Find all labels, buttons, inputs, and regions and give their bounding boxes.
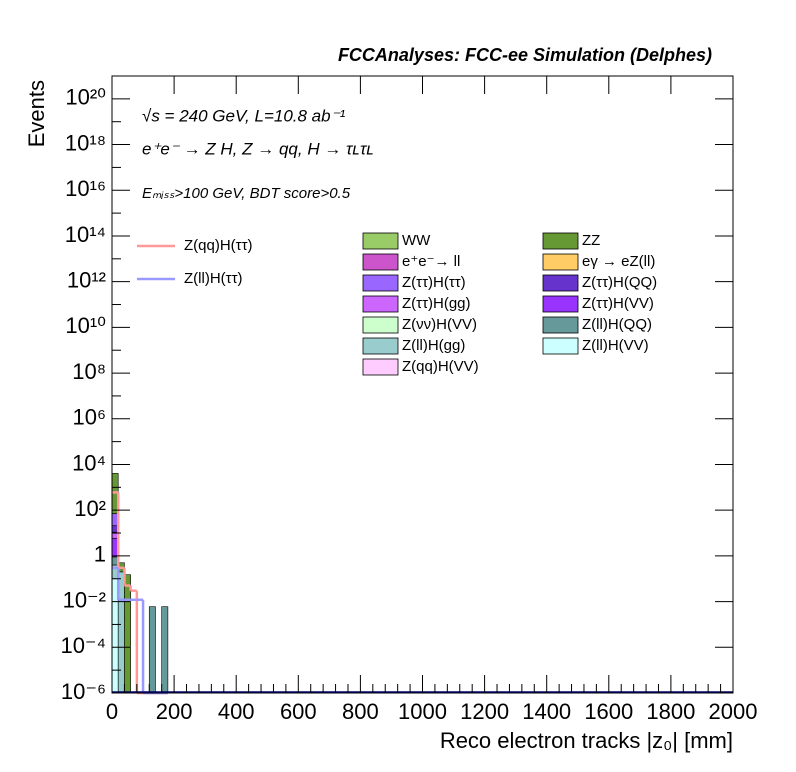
annotation: Eₘᵢₛₛ>100 GeV, BDT score>0.5 [142,185,351,202]
y-tick-label: 10²⁰ [65,85,106,110]
x-tick-label: 1400 [522,699,571,724]
x-tick-label: 0 [106,699,118,724]
legend-label: e⁺e⁻→ ll [402,253,460,270]
x-tick-label: 400 [218,699,255,724]
legend-label: Z(qq)H(ττ) [184,237,253,254]
x-tick-label: 200 [156,699,193,724]
legend-label: Z(ll)H(ττ) [184,270,243,287]
x-tick-label: 1000 [398,699,447,724]
x-tick-label: 1200 [460,699,509,724]
y-axis-label: Events [24,80,49,147]
legend-swatch [542,295,579,313]
x-tick-label: 1600 [584,699,633,724]
y-tick-label: 1 [94,542,106,567]
bar [124,574,131,694]
y-tick-label: 10⁻⁶ [61,679,106,704]
bar [148,606,156,694]
y-tick-label: 10⁶ [72,405,106,430]
legend-label: Z(ττ)H(QQ) [582,274,657,291]
legend-swatch [362,253,399,271]
chart-title: FCCAnalyses: FCC-ee Simulation (Delphes) [338,45,712,65]
legend-label: Z(ττ)H(gg) [402,295,471,312]
y-tick-label: 10¹² [67,267,106,292]
y-tick-label: 10⁻² [63,587,106,612]
legend-swatch [542,274,579,292]
y-tick-label: 10⁻⁴ [60,633,106,658]
legend-swatch [362,358,399,376]
annotation: √s = 240 GeV, L=10.8 ab⁻¹ [142,106,346,125]
legend-label: Z(ll)H(VV) [582,337,649,354]
legend-label: eγ → eZ(ll) [582,253,655,270]
annotation: e⁺e⁻ → Z H, Z → qq, H → τʟτʟ [142,139,374,158]
legend-swatch [542,253,579,271]
legend-label: Z(ττ)H(ττ) [402,274,466,291]
x-tick-label: 1800 [646,699,695,724]
legend-label: WW [402,232,431,249]
x-axis-label: Reco electron tracks |z₀| [mm] [440,728,733,753]
legend-swatch [362,316,399,334]
y-tick-label: 10² [74,496,106,521]
legend-swatch [542,316,579,334]
y-tick-label: 10¹⁶ [65,176,106,201]
legend-swatch [362,232,399,250]
legend-label: Z(νν)H(VV) [402,316,477,333]
y-tick-label: 10⁸ [72,359,106,384]
legend-label: Z(qq)H(VV) [402,358,479,375]
legend-label: Z(ll)H(QQ) [582,316,652,333]
legend-swatch [542,337,579,355]
x-tick-label: 2000 [709,699,758,724]
legend-swatch [542,232,579,250]
y-tick-label: 10¹⁸ [65,130,106,155]
legend-swatch [362,295,399,313]
legend-swatch [362,337,399,355]
y-tick-label: 10¹⁴ [65,222,106,247]
x-tick-label: 600 [280,699,317,724]
legend-label: Z(ττ)H(VV) [582,295,654,312]
y-tick-label: 10¹⁰ [65,313,106,338]
legend-swatch [362,274,399,292]
legend-label: Z(ll)H(gg) [402,337,465,354]
x-tick-label: 800 [342,699,379,724]
bar [161,606,169,694]
y-tick-label: 10⁴ [72,450,106,475]
legend-label: ZZ [582,232,600,249]
